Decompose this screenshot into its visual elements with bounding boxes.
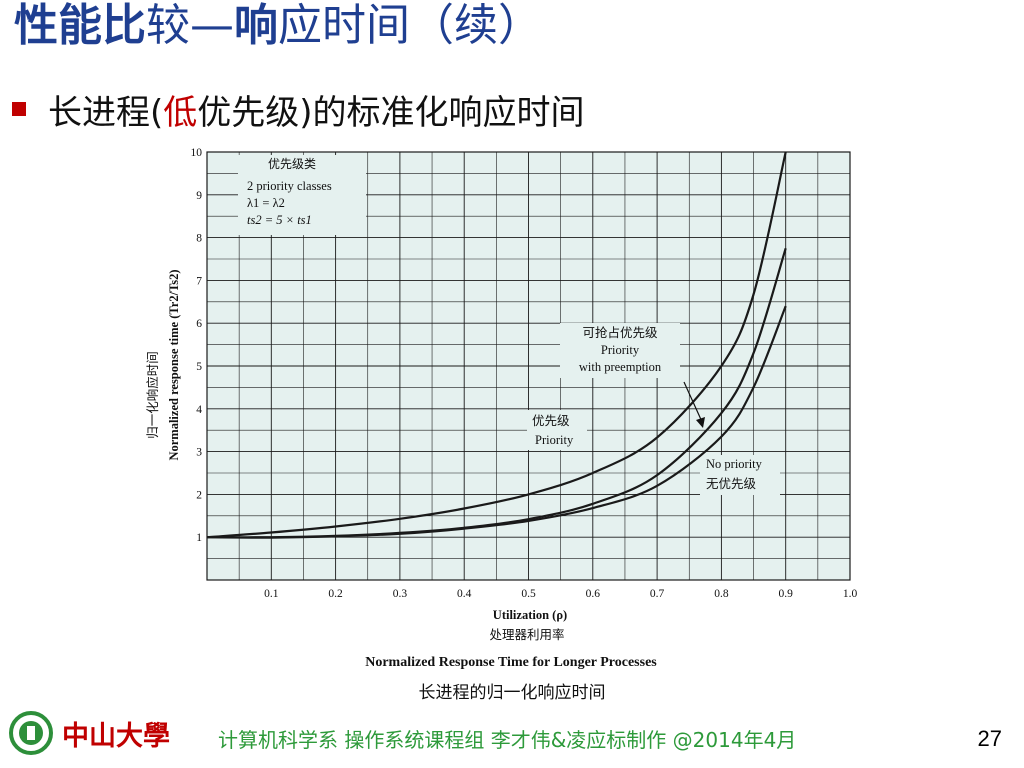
y-tick-label: 3	[196, 447, 202, 459]
title-part-tail: 应时间（续）	[278, 0, 542, 51]
y-axis-title: Normalized response time (Tr2/Ts2)	[167, 269, 181, 460]
chart-title: Normalized Response Time for Longer Proc…	[365, 655, 657, 670]
x-tick-label: 0.1	[264, 588, 279, 600]
bullet-text-post: 优先级)的标准化响应时间	[197, 92, 585, 133]
x-tick-label: 0.3	[393, 588, 408, 600]
legend-line-3: ts2 = 5 × ts1	[247, 213, 312, 227]
title-part-bold: 性能比	[14, 0, 146, 51]
annotation-no-priority-cn: 无优先级	[706, 476, 757, 491]
annotation-priority-cn: 优先级	[532, 413, 570, 428]
response-time-chart: 0.1 0.2 0.3 0.4 0.5 0.6 0.7 0.8 0.9 1.0 1 2 3 4 5 6 7 8 9…	[145, 147, 858, 703]
y-tick-label: 6	[196, 318, 202, 330]
series-line-priority-with-preemption	[206, 305, 787, 539]
annotation-priority: 优先级 Priority	[527, 410, 587, 450]
footer-credit: 计算机科学系 操作系统课程组 李才伟&凌应标制作 @2014年4月	[218, 728, 797, 752]
plot-area: 0.1 0.2 0.3 0.4 0.5 0.6 0.7 0.8 0.9 1.0 1 2 3 4 5 6 7 8 9…	[191, 147, 858, 600]
x-tick-label: 1.0	[843, 588, 858, 600]
x-axis-title: Utilization (ρ)	[493, 608, 567, 622]
annotation-preemption-bg	[560, 323, 680, 378]
x-tick-label: 0.9	[779, 588, 794, 600]
x-tick-label: 0.8	[714, 588, 729, 600]
bullet-text-red: 低	[163, 92, 198, 133]
university-logo: 中山大學	[9, 711, 170, 755]
emblem-gate-icon	[27, 726, 35, 740]
bullet-point: 长进程(低优先级)的标准化响应时间	[12, 84, 585, 134]
annotation-no-priority-en: No priority	[706, 457, 763, 471]
annotation-preemption-en-2: with preemption	[579, 360, 662, 374]
annotation-preemption-cn: 可抢占优先级	[582, 325, 658, 340]
annotation-no-priority: No priority 无优先级	[700, 455, 780, 495]
bullet-text-pre: 长进程(	[48, 92, 164, 133]
x-tick-labels: 0.1 0.2 0.3 0.4 0.5 0.6 0.7 0.8 0.9 1.0	[264, 588, 857, 600]
title-part-bold-2: 响	[234, 0, 278, 51]
series-line-no-priority	[206, 151, 787, 539]
x-tick-label: 0.7	[650, 588, 665, 600]
y-tick-label: 2	[196, 489, 202, 501]
x-axis-title-cn: 处理器利用率	[489, 627, 564, 642]
x-tick-label: 0.5	[521, 588, 536, 600]
footer: 中山大學 计算机科学系 操作系统课程组 李才伟&凌应标制作 @2014年4月 2…	[0, 704, 1024, 764]
arrow-head-icon	[696, 417, 705, 428]
legend-box: 优先级类 2 priority classes λ1 = λ2 ts2 = 5 …	[238, 155, 366, 235]
page-number: 27	[977, 726, 1002, 751]
y-tick-label: 10	[191, 147, 203, 159]
legend-line-1: 2 priority classes	[247, 179, 332, 193]
x-tick-label: 0.6	[586, 588, 601, 600]
y-tick-label: 4	[196, 404, 202, 416]
annotation-priority-en: Priority	[535, 433, 574, 447]
y-tick-label: 7	[196, 275, 202, 287]
y-tick-label: 8	[196, 233, 202, 245]
y-tick-labels: 1 2 3 4 5 6 7 8 9 10	[191, 147, 203, 544]
y-tick-label: 1	[196, 532, 202, 544]
bullet-square-icon	[12, 102, 26, 116]
legend-title-cn: 优先级类	[268, 157, 316, 171]
title-part-regular: 较—	[146, 0, 234, 51]
annotation-no-priority-bg	[700, 455, 780, 495]
y-tick-label: 9	[196, 190, 202, 202]
y-axis-title-cn: 归一化响应时间	[145, 351, 160, 439]
x-tick-label: 0.4	[457, 588, 472, 600]
y-tick-label: 5	[196, 361, 202, 373]
x-tick-label: 0.2	[328, 588, 343, 600]
legend-line-2: λ1 = λ2	[247, 196, 285, 210]
series-lines	[206, 151, 787, 539]
legend-background	[238, 155, 366, 235]
annotation-priority-bg	[527, 410, 587, 450]
annotation-preemption-en-1: Priority	[601, 343, 640, 357]
annotation-preemption: 可抢占优先级 Priority with preemption	[560, 323, 705, 428]
university-name: 中山大學	[62, 721, 170, 752]
chart-title-cn: 长进程的归一化响应时间	[419, 683, 606, 703]
slide-title: 性能比较—响应时间（续）	[14, 0, 542, 58]
